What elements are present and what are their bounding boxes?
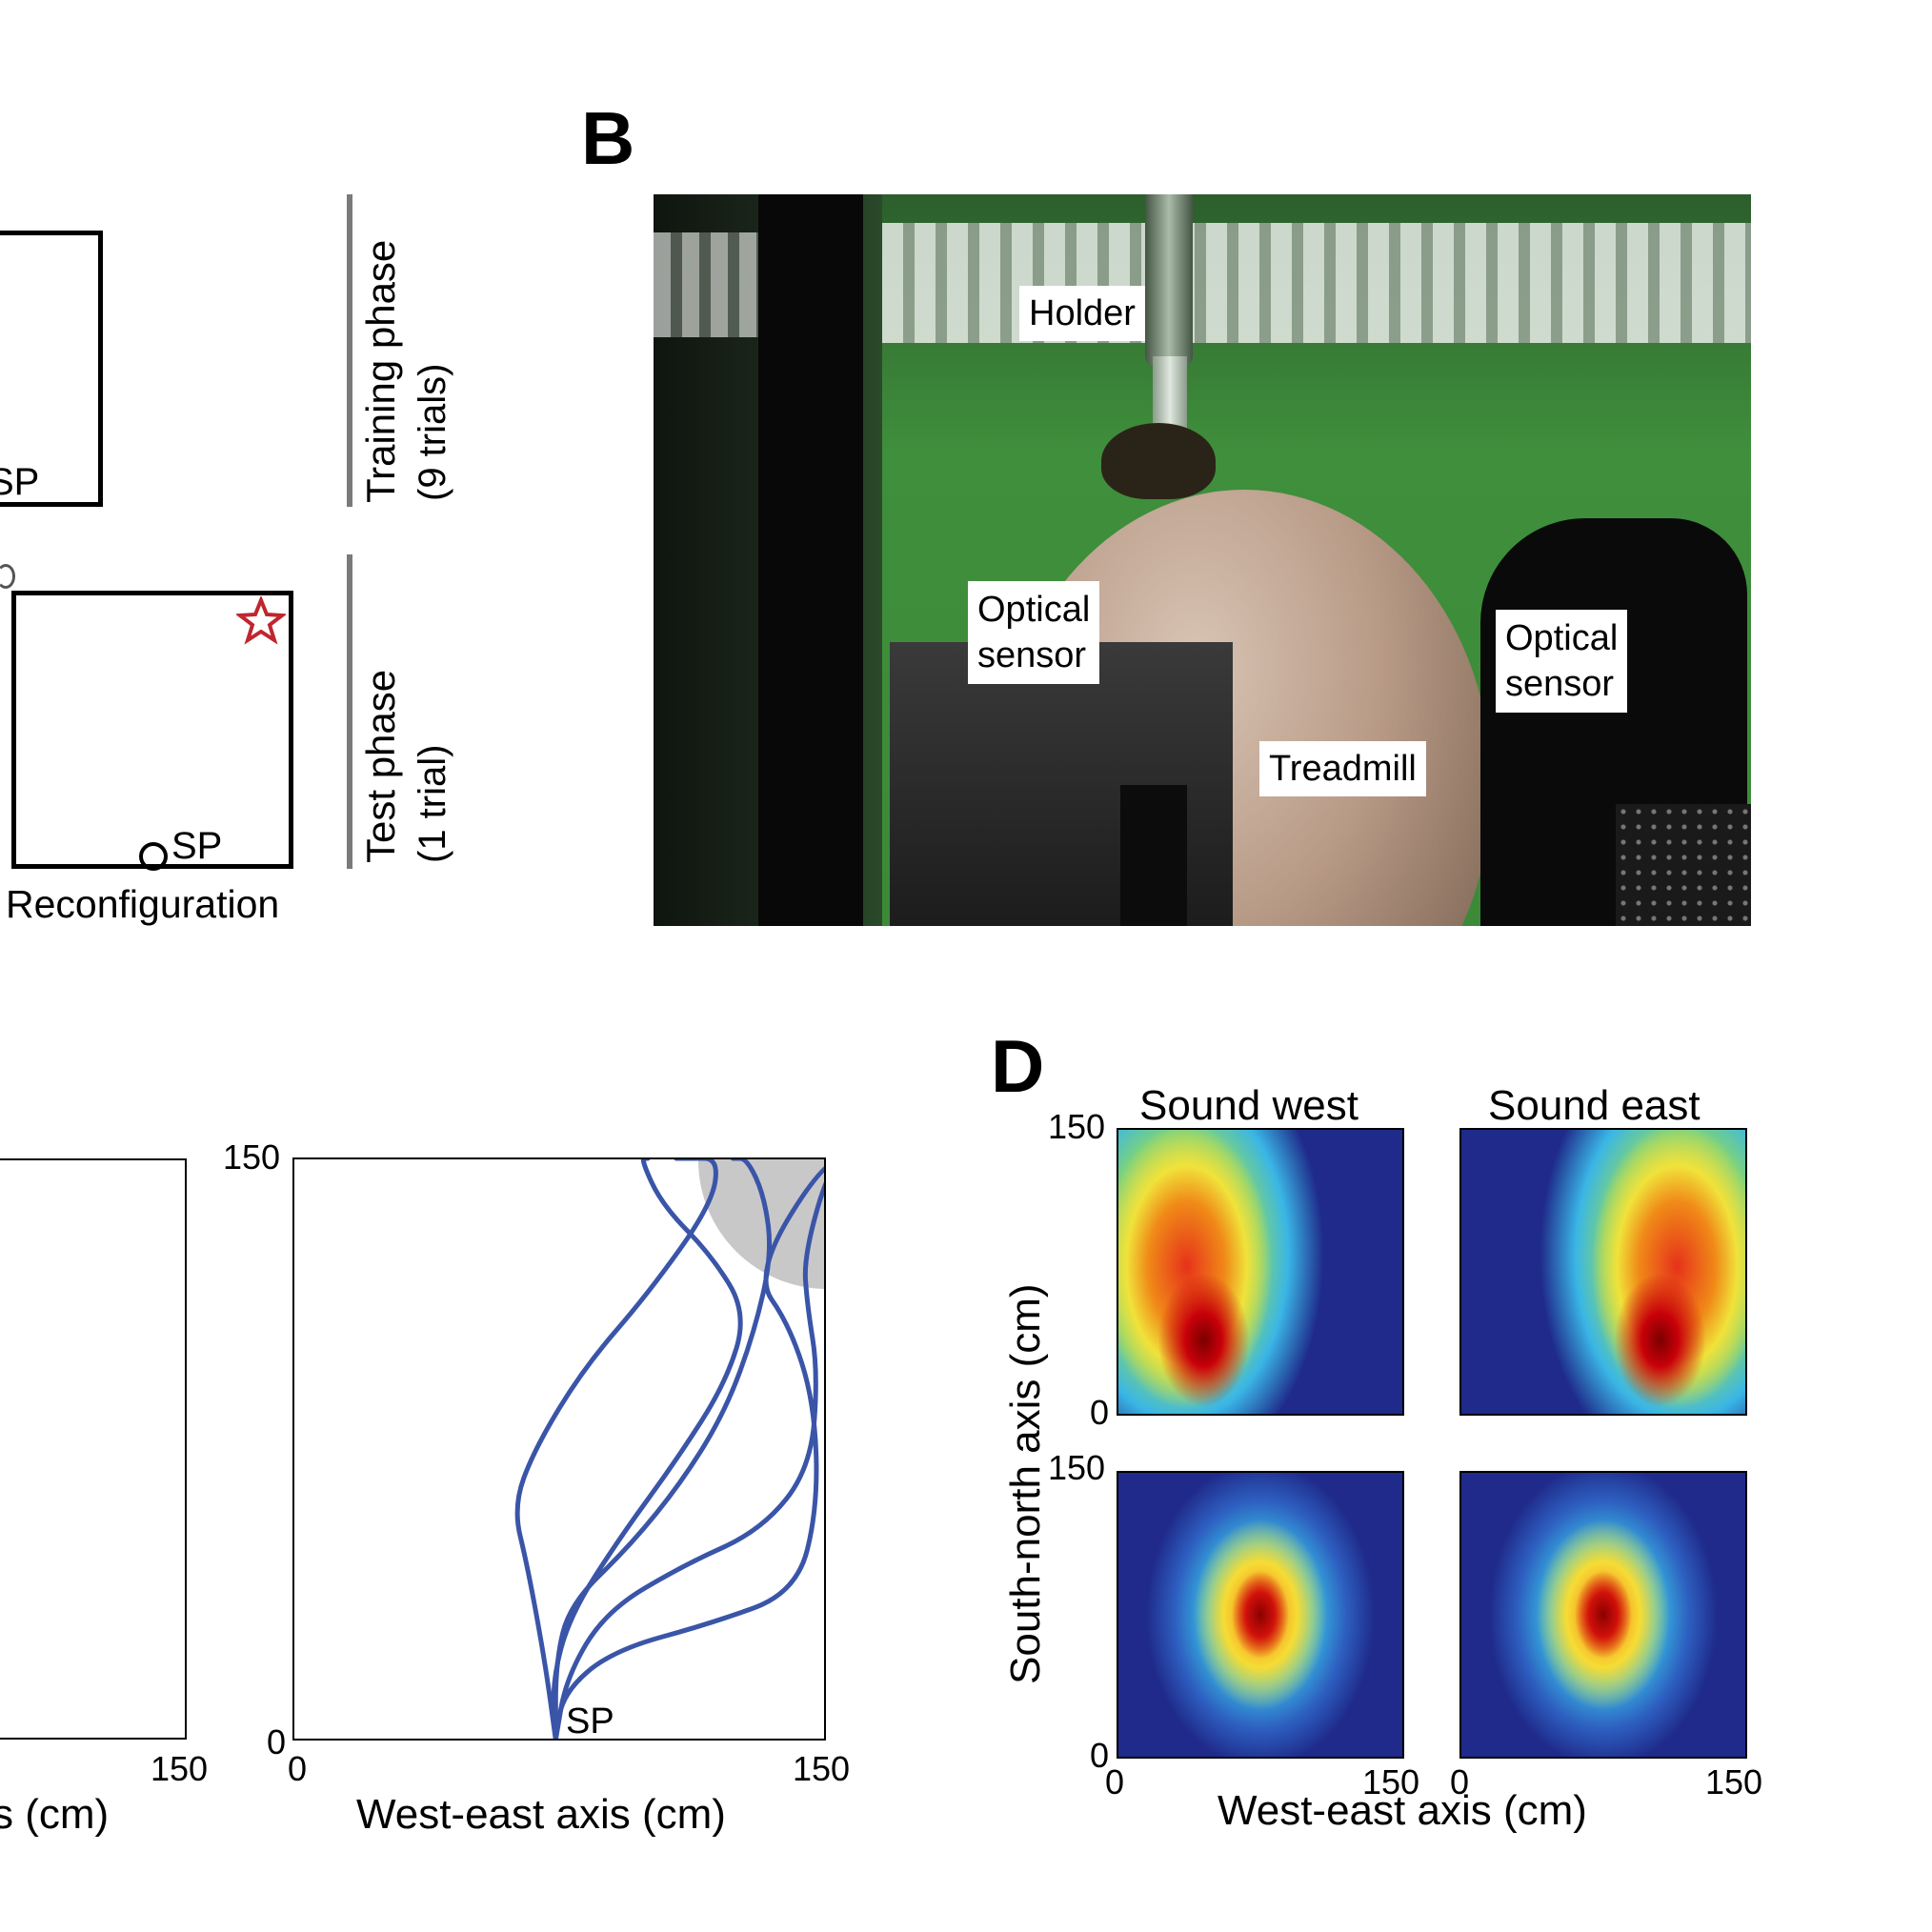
photo-dark-pillar bbox=[758, 194, 863, 926]
panel-b-letter: B bbox=[581, 96, 635, 180]
d-y-tick-150-bottom: 150 bbox=[1048, 1448, 1106, 1487]
test-phase-text: Test phase bbox=[358, 669, 403, 863]
photo-cricket bbox=[1101, 423, 1216, 499]
left-xlabel-fragment: s (cm) bbox=[0, 1791, 110, 1838]
sp-label-top: SP bbox=[0, 461, 40, 503]
treadmill-text: Treadmill bbox=[1269, 749, 1417, 789]
heatmap-east-bottom bbox=[1459, 1471, 1747, 1759]
d-x-tick-150-left: 150 bbox=[1362, 1762, 1420, 1801]
trajectory-line-1 bbox=[514, 1158, 718, 1740]
photo-speaker-grille bbox=[1616, 804, 1751, 926]
d-x-tick-0-right: 0 bbox=[1450, 1762, 1470, 1801]
trajectory-plot bbox=[292, 1157, 826, 1741]
test-phase-label: Test phase bbox=[358, 670, 404, 863]
title-sound-west: Sound west bbox=[1139, 1082, 1358, 1129]
left-x-tick-150: 150 bbox=[151, 1749, 209, 1788]
sp-label-bottom: SP bbox=[171, 825, 223, 867]
optical-sensor-left-line2: sensor bbox=[977, 635, 1087, 675]
training-phase-label: Training phase bbox=[358, 240, 404, 503]
training-arena-box bbox=[0, 231, 103, 507]
photo-holder bbox=[1145, 194, 1193, 366]
d-ylabel-text: South-north axis (cm) bbox=[1002, 1283, 1049, 1684]
trajectory-line-4 bbox=[553, 1165, 825, 1740]
d-xlabel: West-east axis (cm) bbox=[1218, 1787, 1587, 1834]
test-trials-label: (1 trial) bbox=[412, 745, 454, 863]
trajectory-axes-frame bbox=[292, 1157, 826, 1741]
treadmill-photo: Holder Optical sensor Optical sensor Tre… bbox=[654, 194, 1751, 926]
heatmap-west-top bbox=[1117, 1128, 1404, 1416]
y-tick-label-0: 0 bbox=[267, 1722, 287, 1761]
treadmill-label: Treadmill bbox=[1259, 741, 1426, 796]
photo-fence-stripes bbox=[882, 223, 1751, 343]
y-tick-label-150: 150 bbox=[223, 1137, 281, 1177]
trajectory-lines bbox=[514, 1158, 825, 1740]
panel-d-letter: D bbox=[991, 1024, 1045, 1108]
optical-sensor-right-line1: Optical bbox=[1505, 618, 1619, 658]
photo-fence-stripes-left bbox=[654, 232, 758, 337]
optical-sensor-right-label: Optical sensor bbox=[1496, 610, 1628, 713]
sp-label-trajectory: SP bbox=[566, 1701, 614, 1741]
trajectory-line-5 bbox=[551, 1158, 743, 1740]
goal-zone bbox=[698, 1158, 825, 1289]
trajectory-line-3 bbox=[553, 1179, 825, 1740]
optical-sensor-right-line2: sensor bbox=[1505, 664, 1615, 704]
holder-label: Holder bbox=[1019, 286, 1145, 341]
star-icon bbox=[236, 596, 286, 645]
x-tick-label-0: 0 bbox=[288, 1749, 308, 1788]
holder-text: Holder bbox=[1029, 293, 1136, 333]
d-ylabel: South-north axis (cm) bbox=[1002, 1283, 1050, 1684]
d-y-tick-0-bottom: 0 bbox=[1090, 1736, 1110, 1775]
d-y-tick-0-top: 0 bbox=[1090, 1393, 1110, 1432]
reconfiguration-label: Reconfiguration bbox=[6, 882, 280, 926]
heatmap-west-bottom bbox=[1117, 1471, 1404, 1759]
heatmap-east-top bbox=[1459, 1128, 1747, 1416]
training-phase-text: Training phase bbox=[358, 239, 403, 503]
x-tick-label-150: 150 bbox=[793, 1749, 851, 1788]
test-phase-bar bbox=[347, 554, 352, 869]
trajectory-xlabel: West-east axis (cm) bbox=[356, 1791, 726, 1838]
d-y-tick-150-top: 150 bbox=[1048, 1107, 1106, 1146]
training-phase-bar bbox=[347, 194, 352, 507]
d-x-tick-150-right: 150 bbox=[1705, 1762, 1763, 1801]
left-trajectory-axes bbox=[0, 1158, 187, 1740]
optical-sensor-left-line1: Optical bbox=[977, 590, 1091, 630]
optical-sensor-left-label: Optical sensor bbox=[968, 581, 1100, 684]
test-trials-text: (1 trial) bbox=[412, 744, 453, 863]
title-sound-east: Sound east bbox=[1488, 1082, 1701, 1129]
sound-icon-fragment bbox=[0, 564, 15, 589]
photo-left-sensor-chip bbox=[1120, 785, 1187, 926]
d-x-tick-0-left: 0 bbox=[1105, 1762, 1125, 1801]
training-trials-label: (9 trials) bbox=[412, 364, 454, 501]
start-point-circle bbox=[139, 842, 168, 871]
training-trials-text: (9 trials) bbox=[412, 363, 453, 501]
